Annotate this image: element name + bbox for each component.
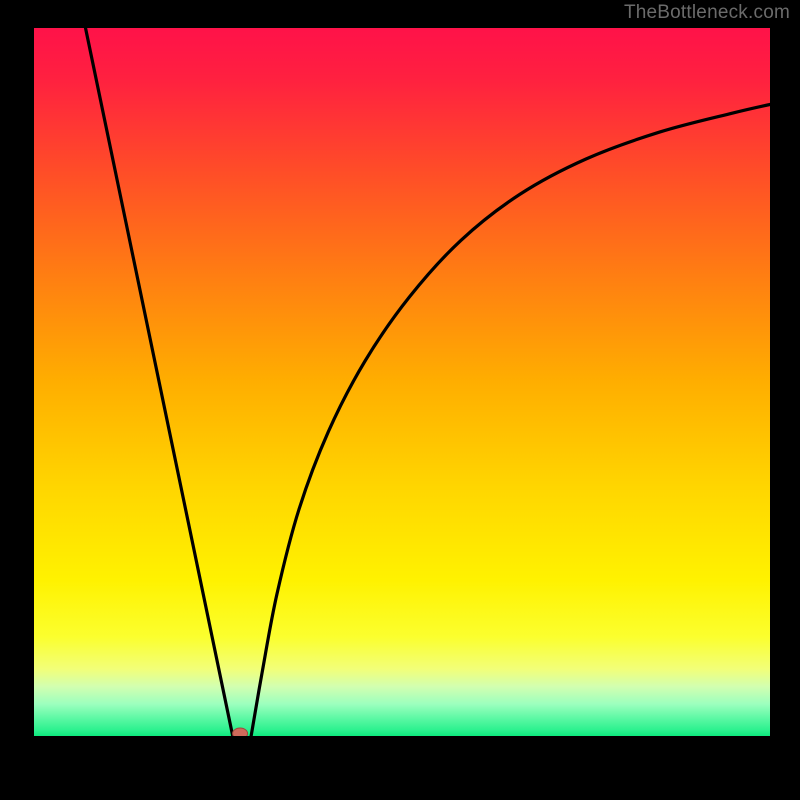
minimum-marker bbox=[233, 728, 248, 736]
watermark-text: TheBottleneck.com bbox=[624, 2, 790, 24]
plot-area bbox=[34, 28, 770, 736]
bottleneck-curve bbox=[34, 28, 770, 736]
